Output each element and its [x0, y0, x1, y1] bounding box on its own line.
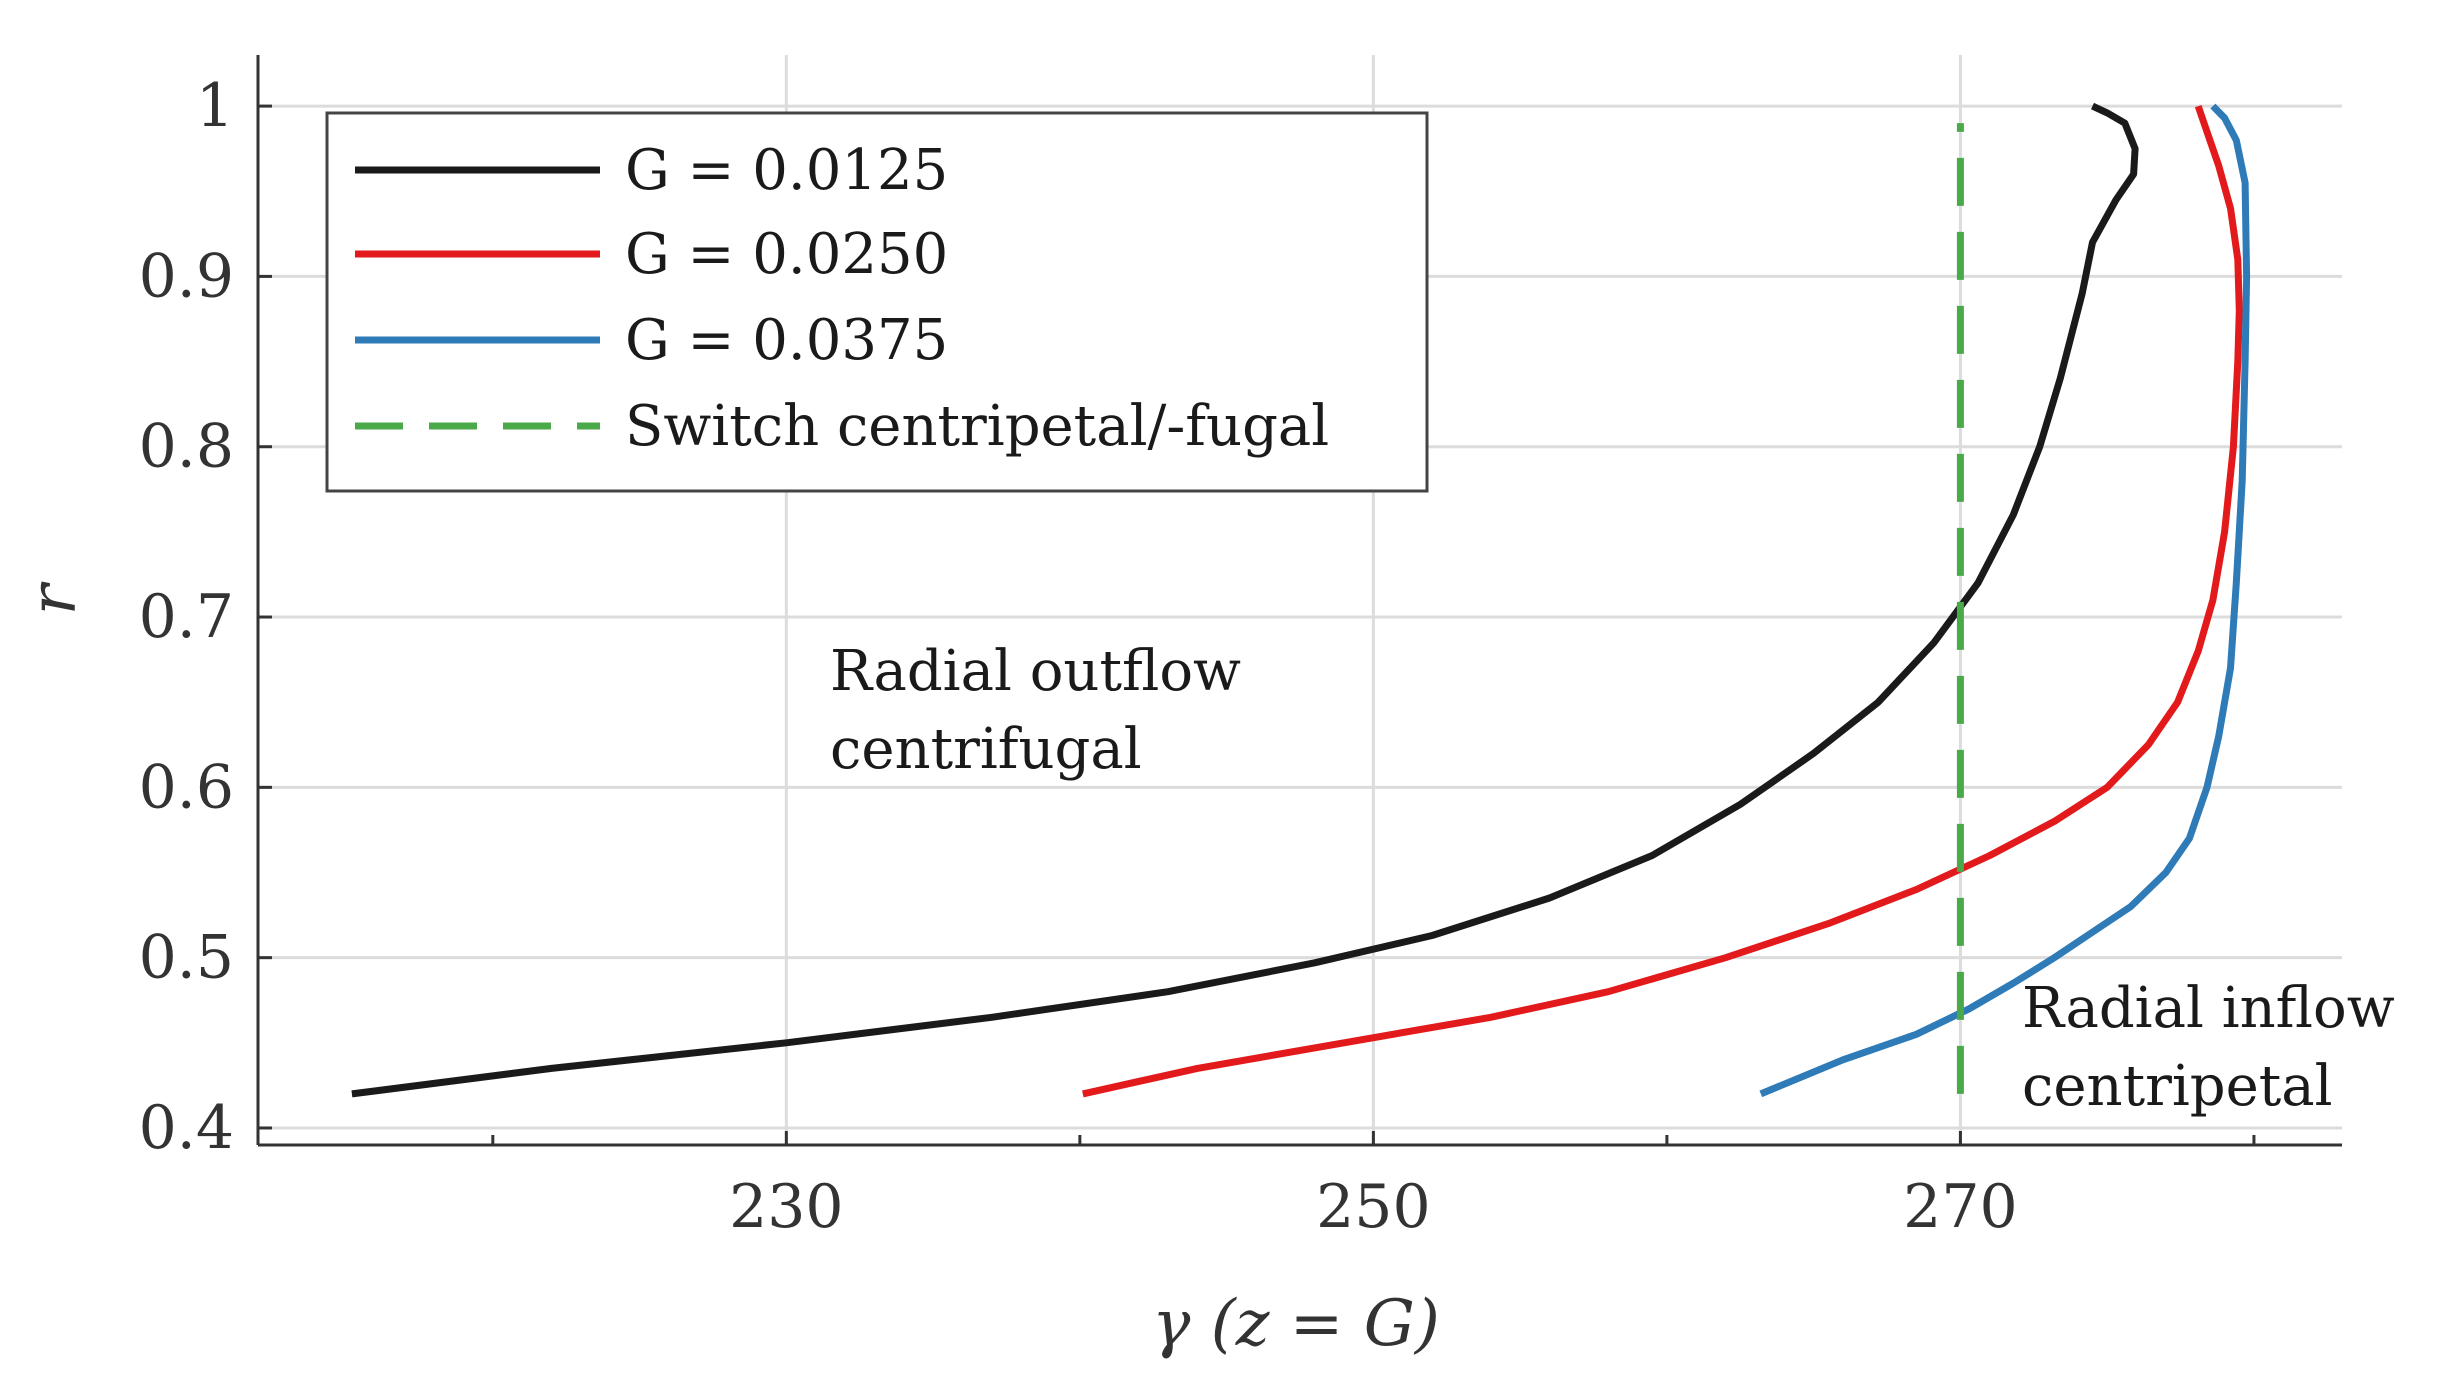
y-tick-label: 0.8 [139, 412, 234, 482]
y-axis-label: r [17, 581, 91, 615]
series-line-2 [1759, 103, 2251, 1098]
annotation-outflow-line1: Radial outflow [830, 639, 1241, 704]
x-tick-label: 250 [1316, 1172, 1431, 1242]
series-line-1 [1082, 104, 2243, 1098]
annotation-inflow-line1: Radial inflow [2022, 976, 2395, 1041]
annotation-inflow-line2: centripetal [2022, 1054, 2333, 1119]
y-tick-label: 1 [196, 71, 234, 141]
legend-label-0: G = 0.0125 [625, 138, 948, 203]
x-axis-label: γ (z = G) [1152, 1287, 1440, 1361]
series [351, 102, 2251, 1098]
x-tick-label: 270 [1903, 1172, 2018, 1242]
legend-label-3: Switch centripetal/-fugal [625, 394, 1329, 459]
legend: G = 0.0125 G = 0.0250 G = 0.0375 Switch cen… [325, 111, 1429, 493]
legend-label-1: G = 0.0250 [625, 222, 948, 287]
y-tick-label: 0.4 [139, 1093, 234, 1163]
annotation-outflow-line2: centrifugal [830, 717, 1142, 782]
y-tick-label: 0.5 [139, 923, 234, 993]
ticks: 230 250 270 0.4 0.5 0.6 0.7 0.8 0.9 1 [139, 71, 2256, 1242]
axes [256, 55, 2342, 1147]
y-tick-label: 0.7 [139, 582, 234, 652]
legend-label-2: G = 0.0375 [625, 308, 948, 373]
x-tick-label: 230 [729, 1172, 844, 1242]
annotations: Radial outflow centrifugal Radial inflow… [830, 639, 2395, 1119]
series-line-0 [351, 102, 2139, 1098]
y-tick-label: 0.6 [139, 752, 234, 822]
y-tick-label: 0.9 [139, 241, 234, 311]
